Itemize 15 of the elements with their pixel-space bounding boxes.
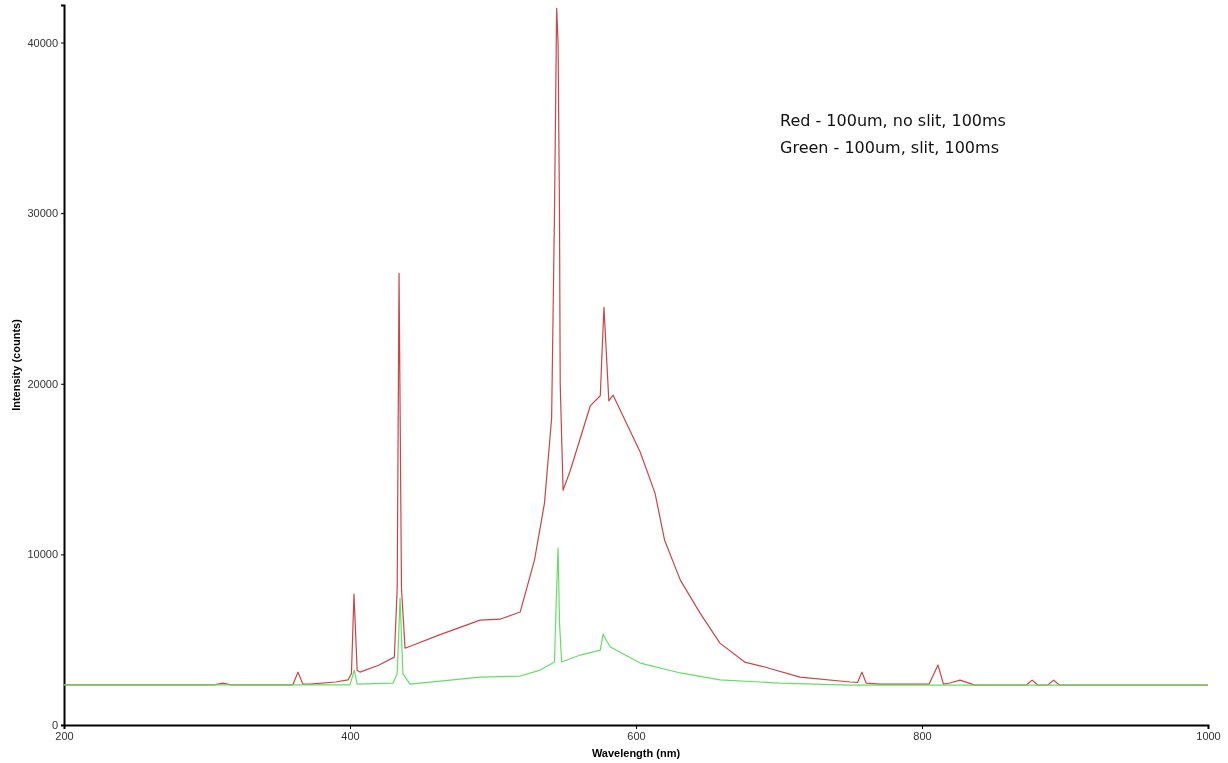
line-series — [63, 547, 1209, 686]
x-tick-label: 200 — [55, 729, 74, 742]
x-axis-title: Wavelength (nm) — [591, 747, 681, 759]
annotation: Red - 100um, no slit, 100ms — [780, 111, 1006, 130]
x-tick-label: 600 — [627, 729, 646, 742]
y-tick-label: 30000 — [27, 207, 58, 220]
y-axis-title: Intensity (counts) — [10, 318, 22, 411]
x-tick-label: 800 — [913, 729, 932, 742]
y-tick-label: 40000 — [27, 36, 58, 49]
annotation: Green - 100um, slit, 100ms — [780, 138, 999, 157]
y-tick-label: 0 — [51, 719, 58, 732]
y-tick-label: 10000 — [27, 548, 58, 561]
y-tick-label: 20000 — [27, 377, 58, 390]
x-tick-label: 400 — [341, 729, 360, 742]
x-tick-label: 1000 — [1196, 729, 1221, 742]
